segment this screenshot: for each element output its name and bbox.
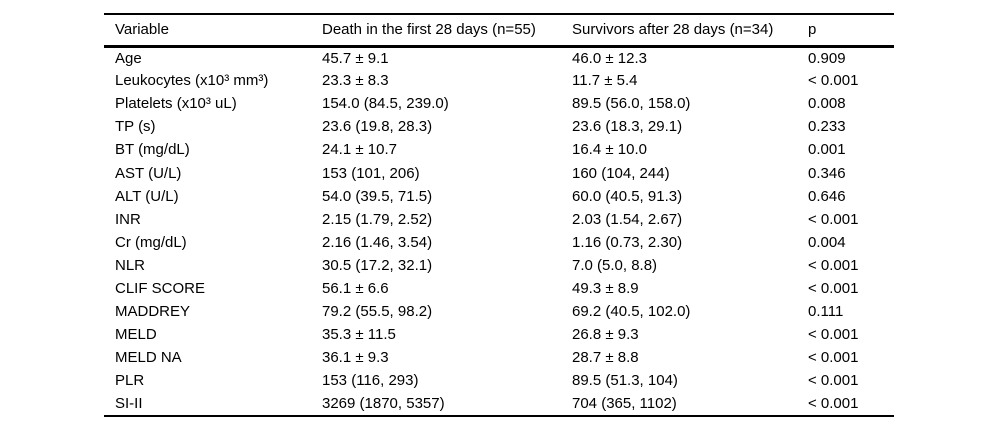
survivors-group-cell: 23.6 (18.3, 29.1) — [572, 118, 683, 136]
variable-cell: Cr (mg/dL) — [115, 233, 187, 251]
p-value-cell: 0.001 — [808, 141, 846, 159]
survivors-group-cell: 46.0 ± 12.3 — [572, 49, 647, 67]
survivors-group-cell: 26.8 ± 9.3 — [572, 326, 639, 344]
death-group-cell: 54.0 (39.5, 71.5) — [322, 187, 433, 205]
p-value-cell: 0.646 — [808, 187, 846, 205]
variable-cell: TP (s) — [115, 118, 156, 136]
column-header-death: Death in the first 28 days (n=55) — [322, 14, 572, 48]
table-row: Cr (mg/dL) 2.16 (1.46, 3.54) 1.16 (0.73,… — [104, 231, 894, 254]
table-row: CLIF SCORE 56.1 ± 6.6 49.3 ± 8.9 < 0.001 — [104, 277, 894, 300]
table-row: INR 2.15 (1.79, 2.52) 2.03 (1.54, 2.67) … — [104, 208, 894, 231]
table-header: Variable Death in the first 28 days (n=5… — [104, 14, 894, 48]
table-body: Age 45.7 ± 9.1 46.0 ± 12.3 0.909 Leukocy… — [104, 46, 894, 416]
variable-cell: ALT (U/L) — [115, 187, 179, 205]
death-group-cell: 56.1 ± 6.6 — [322, 279, 389, 297]
survivors-group-cell: 16.4 ± 10.0 — [572, 141, 647, 159]
survivors-group-cell: 28.7 ± 8.8 — [572, 349, 639, 367]
variable-cell: MADDREY — [115, 303, 191, 321]
table-row: BT (mg/dL) 24.1 ± 10.7 16.4 ± 10.0 0.001 — [104, 138, 894, 161]
death-group-cell: 24.1 ± 10.7 — [322, 141, 397, 159]
variable-cell: Leukocytes (x10³ mm³) — [115, 72, 269, 90]
survivors-group-cell: 704 (365, 1102) — [572, 394, 677, 412]
survivors-group-cell: 69.2 (40.5, 102.0) — [572, 303, 691, 321]
results-table-container: Variable Death in the first 28 days (n=5… — [104, 13, 894, 417]
variable-cell: MELD — [115, 326, 157, 344]
results-table: Variable Death in the first 28 days (n=5… — [104, 13, 894, 417]
p-value-cell: 0.008 — [808, 95, 846, 113]
table-row: MELD 35.3 ± 11.5 26.8 ± 9.3 < 0.001 — [104, 323, 894, 346]
p-value-cell: 0.346 — [808, 164, 846, 182]
variable-cell: Age — [115, 49, 142, 67]
table-row: Age 45.7 ± 9.1 46.0 ± 12.3 0.909 — [104, 46, 894, 69]
table-row: AST (U/L) 153 (101, 206) 160 (104, 244) … — [104, 161, 894, 184]
table-row: TP (s) 23.6 (19.8, 28.3) 23.6 (18.3, 29.… — [104, 115, 894, 138]
variable-cell: BT (mg/dL) — [115, 141, 190, 159]
table-row: SI-II 3269 (1870, 5357) 704 (365, 1102) … — [104, 392, 894, 415]
p-value-cell: < 0.001 — [808, 372, 859, 390]
survivors-group-cell: 89.5 (56.0, 158.0) — [572, 95, 691, 113]
p-value-cell: < 0.001 — [808, 256, 859, 274]
table-row: MADDREY 79.2 (55.5, 98.2) 69.2 (40.5, 10… — [104, 300, 894, 323]
p-value-cell: < 0.001 — [808, 72, 859, 90]
p-value-cell: < 0.001 — [808, 326, 859, 344]
death-group-cell: 23.6 (19.8, 28.3) — [322, 118, 433, 136]
p-value-cell: 0.004 — [808, 233, 846, 251]
column-header-p: p — [808, 14, 894, 48]
column-header-variable: Variable — [104, 14, 322, 48]
header-row: Variable Death in the first 28 days (n=5… — [104, 14, 894, 48]
p-value-cell: 0.233 — [808, 118, 846, 136]
variable-cell: PLR — [115, 372, 145, 390]
death-group-cell: 154.0 (84.5, 239.0) — [322, 95, 449, 113]
p-value-cell: 0.909 — [808, 49, 846, 67]
survivors-group-cell: 160 (104, 244) — [572, 164, 670, 182]
variable-cell: SI-II — [115, 394, 143, 412]
survivors-group-cell: 11.7 ± 5.4 — [572, 72, 638, 90]
death-group-cell: 23.3 ± 8.3 — [322, 72, 389, 90]
death-group-cell: 35.3 ± 11.5 — [322, 326, 396, 344]
table-row: PLR 153 (116, 293) 89.5 (51.3, 104) < 0.… — [104, 369, 894, 392]
p-value-cell: < 0.001 — [808, 349, 859, 367]
variable-cell: INR — [115, 210, 141, 228]
variable-cell: CLIF SCORE — [115, 279, 206, 297]
table-row: Leukocytes (x10³ mm³) 23.3 ± 8.3 11.7 ± … — [104, 69, 894, 92]
p-value-cell: 0.111 — [808, 303, 844, 321]
death-group-cell: 36.1 ± 9.3 — [322, 349, 389, 367]
p-value-cell: < 0.001 — [808, 210, 859, 228]
death-group-cell: 2.15 (1.79, 2.52) — [322, 210, 433, 228]
death-group-cell: 3269 (1870, 5357) — [322, 394, 445, 412]
variable-cell: MELD NA — [115, 349, 182, 367]
death-group-cell: 79.2 (55.5, 98.2) — [322, 303, 433, 321]
survivors-group-cell: 7.0 (5.0, 8.8) — [572, 256, 658, 274]
death-group-cell: 45.7 ± 9.1 — [322, 49, 389, 67]
survivors-group-cell: 49.3 ± 8.9 — [572, 279, 639, 297]
variable-cell: Platelets (x10³ uL) — [115, 95, 237, 113]
survivors-group-cell: 60.0 (40.5, 91.3) — [572, 187, 683, 205]
death-group-cell: 153 (116, 293) — [322, 372, 419, 390]
p-value-cell: < 0.001 — [808, 279, 859, 297]
table-row: NLR 30.5 (17.2, 32.1) 7.0 (5.0, 8.8) < 0… — [104, 254, 894, 277]
column-header-survivors: Survivors after 28 days (n=34) — [572, 14, 808, 48]
variable-cell: NLR — [115, 256, 146, 274]
survivors-group-cell: 1.16 (0.73, 2.30) — [572, 233, 683, 251]
survivors-group-cell: 2.03 (1.54, 2.67) — [572, 210, 683, 228]
p-value-cell: < 0.001 — [808, 394, 859, 412]
death-group-cell: 2.16 (1.46, 3.54) — [322, 233, 433, 251]
table-row: ALT (U/L) 54.0 (39.5, 71.5) 60.0 (40.5, … — [104, 185, 894, 208]
survivors-group-cell: 89.5 (51.3, 104) — [572, 372, 678, 390]
death-group-cell: 153 (101, 206) — [322, 164, 420, 182]
table-row: MELD NA 36.1 ± 9.3 28.7 ± 8.8 < 0.001 — [104, 346, 894, 369]
variable-cell: AST (U/L) — [115, 164, 182, 182]
death-group-cell: 30.5 (17.2, 32.1) — [322, 256, 433, 274]
table-row: Platelets (x10³ uL) 154.0 (84.5, 239.0) … — [104, 92, 894, 115]
